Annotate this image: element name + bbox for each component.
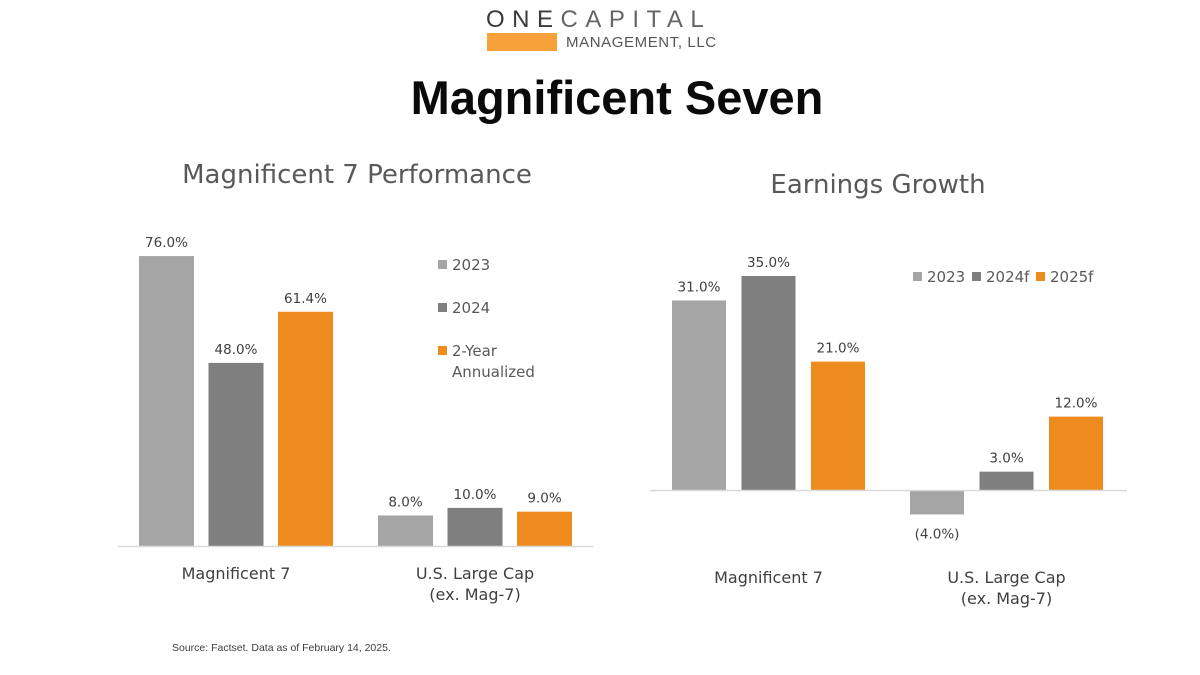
data-label: 61.4% (284, 291, 327, 307)
data-label: 3.0% (989, 451, 1023, 467)
chart-title: Earnings Growth (770, 170, 985, 200)
logo-word-one: ONE (486, 6, 561, 33)
legend-label: 2024 (452, 299, 490, 317)
x-tick-label: U.S. Large Cap (947, 568, 1065, 587)
bar-2024-1 (208, 362, 264, 546)
bar-2-year-annualized-2 (517, 511, 572, 546)
bar-2023-1 (139, 256, 194, 546)
legend-swatch (1036, 272, 1045, 281)
bar-2023-1 (672, 300, 726, 490)
x-tick-label: U.S. Large Cap (416, 564, 534, 583)
bar-2024f-1 (741, 276, 796, 490)
logo-accent-bar (487, 33, 557, 51)
data-label: 8.0% (388, 494, 422, 510)
page-title: Magnificent Seven (410, 71, 824, 124)
data-label: 12.0% (1055, 396, 1098, 412)
legend-label: 2024f (986, 268, 1030, 286)
chart-title: Magnificent 7 Performance (182, 160, 532, 190)
legend-swatch (438, 260, 447, 269)
bar-2024f-2 (979, 471, 1034, 490)
logo-word-capital: CAPITAL (560, 6, 712, 33)
data-label: 76.0% (145, 235, 188, 251)
bar-2023-2 (378, 515, 433, 546)
data-label: (4.0%) (915, 526, 960, 542)
logo-subtitle: MANAGEMENT, LLC (566, 34, 717, 51)
legend-label: Annualized (452, 363, 535, 381)
logo-wordmark: ONECAPITAL (486, 6, 711, 34)
x-tick-label: Magnificent 7 (182, 564, 291, 583)
bar-2024-2 (447, 507, 503, 546)
legend-label: 2025f (1050, 268, 1094, 286)
data-label: 9.0% (527, 491, 561, 507)
company-logo: ONECAPITAL MANAGEMENT, LLC (0, 0, 1200, 60)
x-tick-label: Magnificent 7 (714, 568, 823, 587)
legend-swatch (438, 303, 447, 312)
bar-2025f-1 (811, 361, 865, 490)
legend-swatch (972, 272, 981, 281)
bar-2-year-annualized-1 (278, 311, 333, 546)
data-label: 35.0% (747, 255, 790, 271)
x-tick-label: (ex. Mag-7) (429, 585, 520, 604)
data-label: 21.0% (817, 341, 860, 357)
data-label: 48.0% (215, 342, 258, 358)
bar-2025f-2 (1049, 416, 1103, 490)
legend-label: 2023 (452, 256, 490, 274)
data-label: 31.0% (678, 279, 721, 295)
source-note: Source: Factset. Data as of February 14,… (172, 642, 391, 654)
data-label: 10.0% (454, 487, 497, 503)
x-tick-label: (ex. Mag-7) (961, 589, 1052, 608)
legend-swatch (913, 272, 922, 281)
legend-swatch (438, 346, 447, 355)
performance-chart: Magnificent 7 Performance 76.0% 48.0% 61.4%… (118, 160, 593, 604)
legend-label: 2023 (927, 268, 965, 286)
earnings-growth-chart: Earnings Growth 31.0% 35.0% 21.0% Magnificen… (650, 170, 1127, 608)
legend-label: 2-Year (452, 342, 498, 360)
bar-2023-2 (910, 490, 964, 515)
